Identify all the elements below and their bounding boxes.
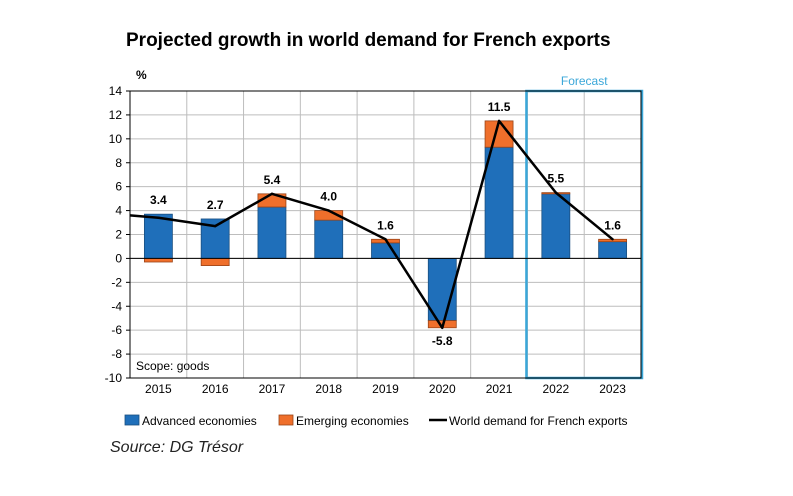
- world-demand-point-2016: [213, 224, 217, 228]
- y-tick-label: 6: [115, 180, 122, 194]
- data-label-2019: 1.6: [377, 218, 394, 232]
- y-tick-label: -6: [111, 323, 122, 337]
- x-tick-label-2021: 2021: [486, 382, 513, 396]
- legend: Advanced economies Emerging economies Wo…: [124, 414, 628, 428]
- bar-advanced-2021: [484, 146, 514, 259]
- world-demand-point-2020: [441, 326, 444, 329]
- scope-annotation: Scope: goods: [136, 359, 209, 373]
- x-tick-label-2017: 2017: [259, 382, 286, 396]
- legend-advanced-label: Advanced economies: [142, 414, 257, 428]
- legend-emerging-swatch: [278, 414, 294, 426]
- y-axis-unit: %: [136, 68, 147, 82]
- data-label-2017: 5.4: [264, 173, 281, 187]
- y-tick-label: -4: [111, 299, 122, 313]
- data-label-2016: 2.7: [207, 198, 224, 212]
- bar-emerging-2016: [200, 258, 230, 266]
- bar-advanced-2015: [143, 213, 173, 259]
- y-tick-label: -8: [111, 347, 122, 361]
- data-label-2022: 5.5: [547, 172, 564, 186]
- data-label-2018: 4.0: [320, 190, 337, 204]
- bar-advanced-2017: [257, 206, 287, 259]
- data-label-2015: 3.4: [150, 193, 167, 207]
- y-tick-label: 8: [115, 156, 122, 170]
- world-demand-point-2023: [611, 238, 614, 241]
- world-demand-point-2017: [270, 192, 274, 196]
- legend-advanced-swatch: [124, 414, 140, 426]
- world-demand-line-group: [129, 119, 614, 330]
- bar-advanced-2023: [598, 241, 628, 259]
- data-label-2020: -5.8: [432, 334, 453, 348]
- y-tick-label: 2: [115, 228, 122, 242]
- y-tick-label: -2: [111, 275, 122, 289]
- bar-advanced-2018: [314, 219, 344, 259]
- x-tick-label-2018: 2018: [315, 382, 342, 396]
- y-tick-label: 12: [109, 108, 123, 122]
- y-tick-label: 10: [109, 132, 123, 146]
- world-demand-point-2021: [497, 119, 501, 123]
- chart-title: Projected growth in world demand for Fre…: [126, 30, 611, 51]
- x-axis-ticks: 2015 2016 2017 2018 2019 2020 2021 2022 2023: [145, 382, 626, 396]
- world-demand-line: [129, 119, 614, 330]
- x-tick-label-2016: 2016: [202, 382, 229, 396]
- legend-emerging-label: Emerging economies: [296, 414, 409, 428]
- y-tick-label: 4: [115, 204, 122, 218]
- x-tick-label-2023: 2023: [599, 382, 626, 396]
- plot-frame: [129, 90, 642, 379]
- world-demand-point-2015: [157, 216, 160, 219]
- world-demand-point-2019: [384, 238, 387, 241]
- data-labels: 3.4 2.7 5.4 4.0 1.6 -5.8 11.5 5.5 1.6: [150, 100, 621, 348]
- world-demand-point-2018: [327, 209, 330, 212]
- x-tick-label-2019: 2019: [372, 382, 399, 396]
- data-label-2021: 11.5: [488, 100, 511, 114]
- source-note: Source: DG Trésor: [110, 439, 244, 456]
- y-tick-label: 0: [115, 251, 122, 265]
- x-tick-label-2015: 2015: [145, 382, 172, 396]
- forecast-label: Forecast: [561, 74, 608, 88]
- y-tick-label: 14: [109, 84, 123, 98]
- x-tick-label-2020: 2020: [429, 382, 456, 396]
- legend-world-demand-label: World demand for French exports: [449, 414, 628, 428]
- y-axis-ticks: -10 -8 -6 -4 -2 0 2 4 6 8 10 12 14: [105, 84, 123, 385]
- y-tick-label: -10: [105, 371, 123, 385]
- bar-emerging-2015: [143, 258, 173, 263]
- x-tick-label-2022: 2022: [542, 382, 569, 396]
- bar-advanced-2020: [427, 258, 457, 321]
- bar-advanced-2022: [541, 193, 571, 259]
- data-label-2023: 1.6: [604, 218, 621, 232]
- world-demand-point-2022: [554, 191, 558, 194]
